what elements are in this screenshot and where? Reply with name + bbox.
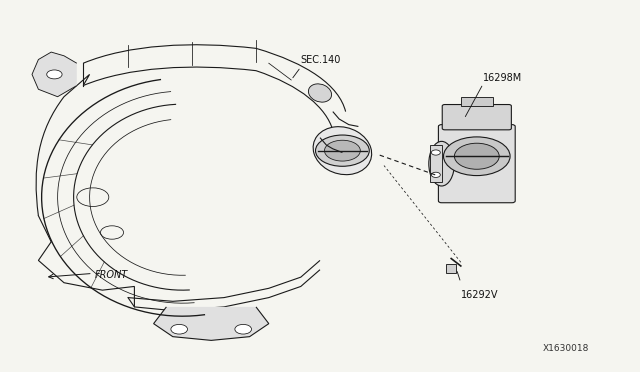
FancyBboxPatch shape xyxy=(438,125,515,203)
Bar xyxy=(446,264,456,273)
Circle shape xyxy=(444,137,510,176)
Circle shape xyxy=(171,324,188,334)
Text: 16292V: 16292V xyxy=(461,290,499,300)
Text: X1630018: X1630018 xyxy=(543,344,589,353)
FancyBboxPatch shape xyxy=(442,105,511,130)
Circle shape xyxy=(235,324,252,334)
Circle shape xyxy=(316,135,369,166)
Bar xyxy=(461,97,493,106)
Ellipse shape xyxy=(308,84,332,102)
Circle shape xyxy=(454,143,499,169)
PathPatch shape xyxy=(32,52,77,97)
Text: FRONT: FRONT xyxy=(95,270,128,279)
PathPatch shape xyxy=(154,307,269,340)
Circle shape xyxy=(431,150,440,155)
Circle shape xyxy=(431,172,440,177)
Ellipse shape xyxy=(313,127,372,174)
Ellipse shape xyxy=(429,141,454,186)
Text: 16298M: 16298M xyxy=(483,73,522,83)
Circle shape xyxy=(324,140,360,161)
Circle shape xyxy=(47,70,62,79)
Text: SEC.140: SEC.140 xyxy=(301,55,341,65)
Bar xyxy=(430,145,442,182)
